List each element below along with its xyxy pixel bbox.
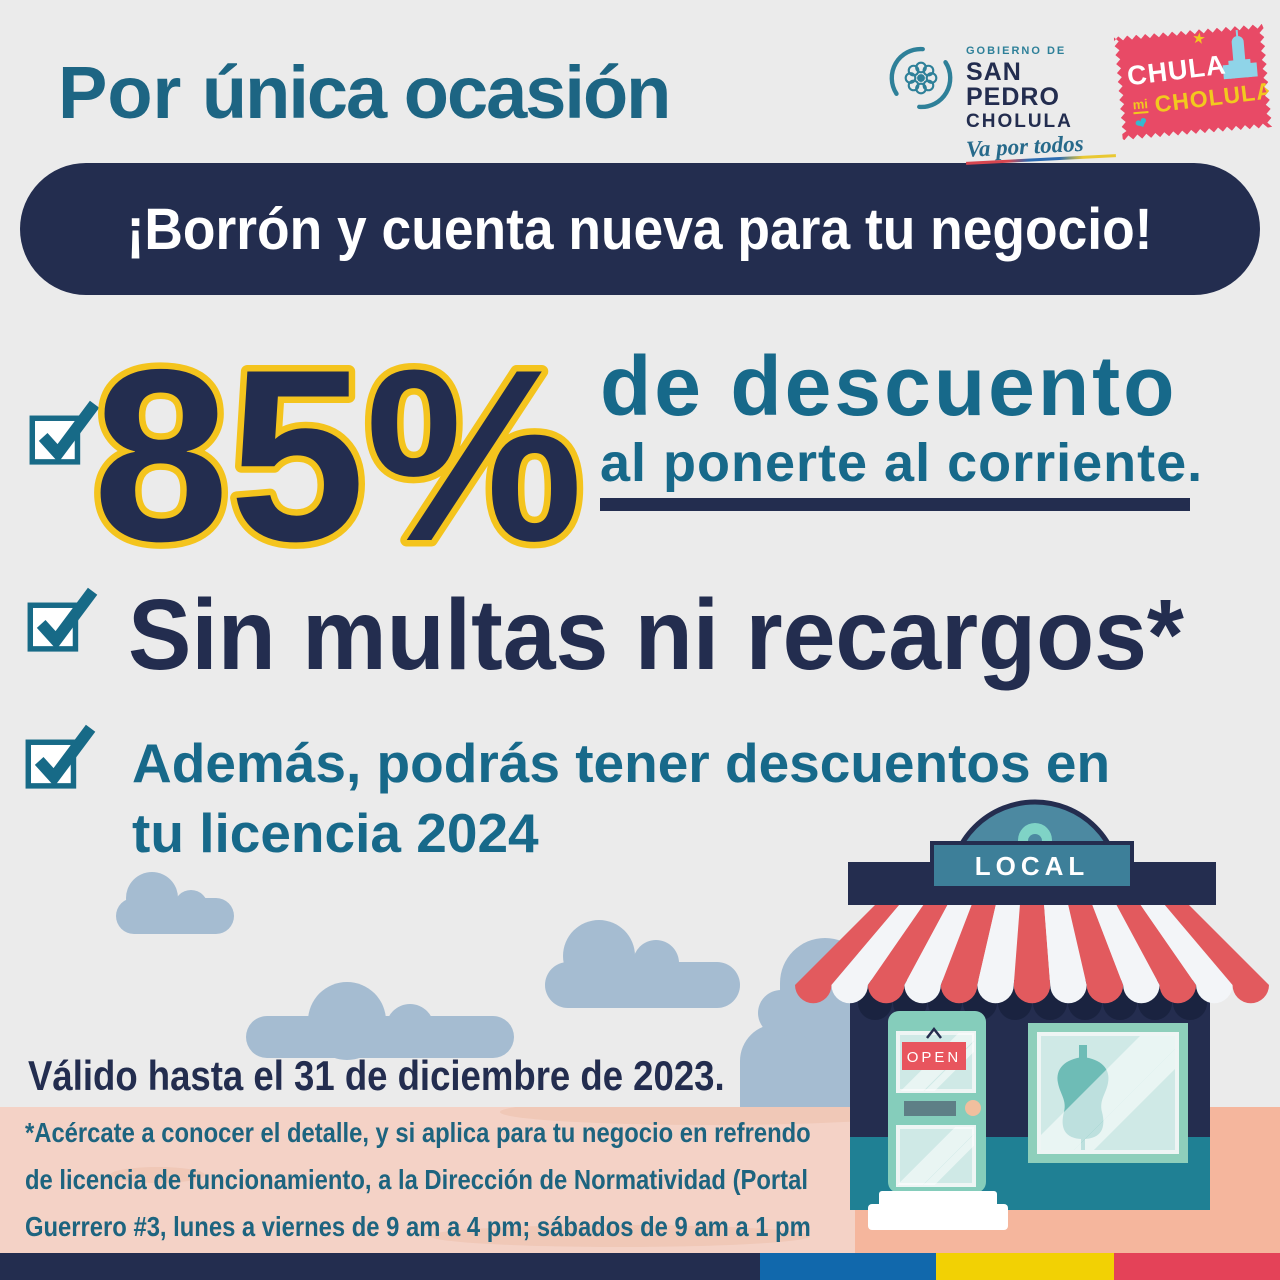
- check-icon: [29, 400, 100, 465]
- cloud: [246, 982, 514, 1060]
- heart-icon: ❤: [1132, 113, 1152, 135]
- store-awning: [795, 905, 1269, 1004]
- fine-print-box: *Acércate a conocer el detalle, y si apl…: [0, 1107, 855, 1253]
- footer-stripe-yellow: [936, 1253, 1114, 1280]
- discount-percentage: 85%: [86, 318, 589, 578]
- license-line1: Además, podrás tener descuentos en: [132, 732, 1111, 794]
- license-line2: tu licencia 2024: [132, 802, 539, 864]
- local-sign: [930, 841, 1134, 890]
- fine-print-line2: de licencia de funcionamiento, a la Dire…: [25, 1164, 808, 1195]
- page-title: Por única ocasión: [58, 50, 671, 135]
- page-title-prefix: Por: [58, 51, 202, 134]
- footer-stripe-blue: [760, 1253, 936, 1280]
- headline-banner: ¡Borrón y cuenta nueva para tu negocio!: [20, 163, 1260, 295]
- government-emblem-icon: [889, 46, 953, 110]
- discount-subtitle: al ponerte al corriente.: [600, 433, 1204, 493]
- license-discount-text: Además, podrás tener descuentos en tu li…: [132, 728, 1110, 868]
- discount-title: de descuento: [600, 339, 1178, 433]
- check-icon: [25, 724, 96, 789]
- doorstep: [868, 1191, 1008, 1230]
- government-logo: GOBIERNO DE SAN PEDRO CHOLULA Va por tod…: [886, 32, 1116, 165]
- cloud: [116, 872, 234, 934]
- star-icon: ★: [1191, 29, 1207, 49]
- gov-logo-line2: SAN PEDRO: [966, 58, 1060, 111]
- store-door: OPEN: [888, 1011, 986, 1193]
- fine-print-line1: *Acércate a conocer el detalle, y si apl…: [25, 1117, 811, 1148]
- no-fines-text: Sin multas ni recargos*: [128, 579, 1184, 691]
- door-handle: [965, 1100, 981, 1116]
- discount-value: 85%: [93, 318, 583, 578]
- footer-stripe-red: [1114, 1253, 1280, 1280]
- gov-logo-line1: GOBIERNO DE: [966, 45, 1067, 57]
- discount-underline: [600, 498, 1190, 511]
- headline-text: ¡Borrón y cuenta nueva para tu negocio!: [127, 196, 1153, 262]
- stamp-word-mi: mi: [1132, 96, 1149, 113]
- open-sign-label: OPEN: [907, 1049, 962, 1066]
- validity-text: Válido hasta el 31 de diciembre de 2023.: [28, 1052, 725, 1099]
- cloud: [545, 920, 740, 1008]
- page-title-emphasis: única ocasión: [201, 51, 671, 134]
- fine-print-line3: Guerrero #3, lunes a viernes de 9 am a 4…: [25, 1211, 811, 1242]
- chula-mi-cholula-stamp: ★ CHULA mi CHOLULA ❤: [1114, 24, 1272, 141]
- check-icon: [27, 587, 98, 652]
- store-illustration: LOCAL: [795, 799, 1269, 1230]
- open-sign: OPEN: [902, 1042, 966, 1070]
- footer-stripe-navy: [0, 1253, 760, 1280]
- mail-slot: [904, 1101, 956, 1116]
- store-window: [1028, 1023, 1188, 1163]
- local-sign-label: LOCAL: [975, 851, 1090, 881]
- gov-logo-line3: CHOLULA: [966, 111, 1073, 132]
